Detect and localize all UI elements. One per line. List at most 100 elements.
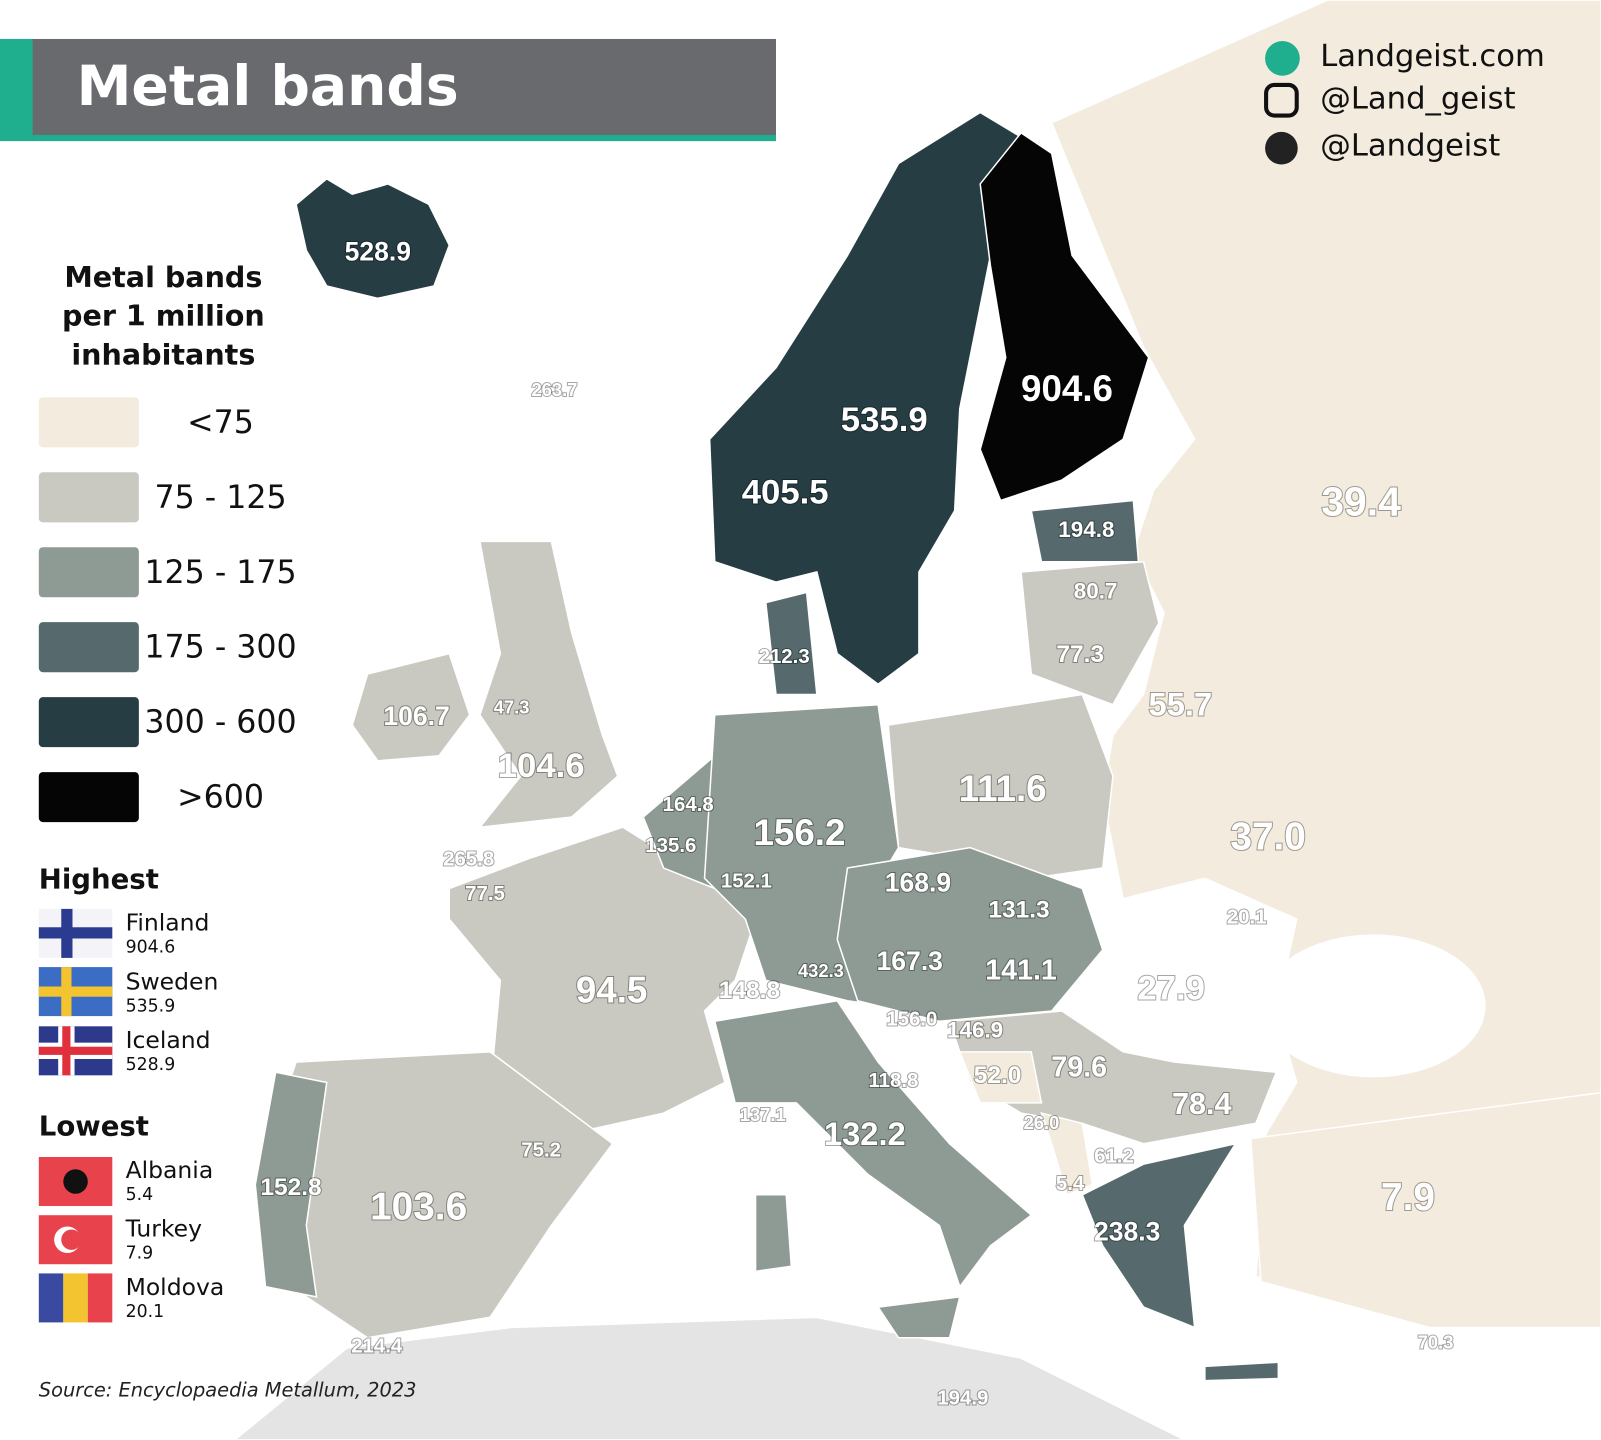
legend: Metal bands per 1 million inhabitants <7… bbox=[38, 260, 297, 823]
country-value: 104.6 bbox=[498, 747, 585, 785]
france bbox=[448, 826, 757, 1135]
country-value: 168.9 bbox=[885, 867, 951, 897]
country-value: 135.6 bbox=[645, 835, 696, 857]
country-value: 214.4 bbox=[351, 1335, 403, 1357]
legend-swatch bbox=[38, 547, 139, 598]
highest-title: Highest bbox=[39, 863, 159, 895]
country-value: 103.6 bbox=[370, 1185, 467, 1228]
title-background bbox=[0, 38, 776, 142]
country-value: 37.0 bbox=[1230, 816, 1305, 859]
legend-label: 300 - 600 bbox=[144, 705, 296, 741]
country-value: 132.2 bbox=[824, 1115, 906, 1152]
rank-country: Moldova bbox=[126, 1273, 225, 1301]
title-accent bbox=[0, 38, 33, 142]
country-value: 27.9 bbox=[1137, 970, 1205, 1008]
turkey bbox=[1249, 1091, 1601, 1329]
rank-value: 5.4 bbox=[126, 1185, 154, 1205]
country-value: 146.9 bbox=[947, 1017, 1003, 1042]
web-icon bbox=[1265, 41, 1300, 76]
flag-albania bbox=[38, 1157, 113, 1207]
rank-country: Finland bbox=[126, 909, 210, 937]
country-value: 156.2 bbox=[753, 812, 845, 853]
twitter: @Landgeist bbox=[1320, 129, 1500, 164]
rank-value: 904.6 bbox=[126, 938, 176, 958]
twitter-icon bbox=[1265, 131, 1298, 165]
legend-swatch bbox=[38, 697, 139, 748]
country-value: 111.6 bbox=[959, 768, 1047, 809]
rank-value: 535.9 bbox=[126, 996, 176, 1016]
greece bbox=[1081, 1142, 1238, 1329]
map-shapes bbox=[233, 0, 1601, 1440]
legend-swatch bbox=[38, 772, 139, 823]
legend-title: Metal bands bbox=[64, 260, 262, 294]
legend-title: inhabitants bbox=[71, 338, 255, 372]
legend-label: 75 - 125 bbox=[154, 480, 286, 516]
country-value: 39.4 bbox=[1321, 478, 1401, 524]
crete bbox=[1204, 1361, 1280, 1382]
country-value: 148.8 bbox=[719, 977, 780, 1004]
country-value: 106.7 bbox=[383, 701, 449, 731]
country-value: 79.6 bbox=[1051, 1052, 1107, 1084]
country-value: 61.2 bbox=[1094, 1145, 1134, 1167]
country-value: 535.9 bbox=[841, 401, 928, 439]
iceland bbox=[295, 177, 451, 300]
country-value: 432.3 bbox=[798, 960, 844, 981]
website: Landgeist.com bbox=[1320, 39, 1545, 74]
legend-label: >600 bbox=[177, 780, 264, 816]
latvia-lithuania bbox=[1020, 560, 1160, 706]
flag-moldova bbox=[38, 1273, 113, 1323]
albania-montenegro bbox=[1040, 1112, 1094, 1196]
country-value: 141.1 bbox=[985, 955, 1057, 987]
country-value: 164.8 bbox=[663, 794, 714, 816]
country-value: 238.3 bbox=[1094, 1217, 1160, 1247]
country-value: 80.7 bbox=[1074, 578, 1118, 603]
flag-finland bbox=[38, 908, 113, 958]
italy bbox=[713, 999, 1033, 1289]
black-sea bbox=[1260, 934, 1486, 1078]
country-value: 55.7 bbox=[1149, 685, 1213, 722]
britain bbox=[478, 540, 619, 829]
country-value: 26.0 bbox=[1024, 1112, 1060, 1133]
sicily bbox=[876, 1295, 961, 1339]
country-value: 152.8 bbox=[260, 1174, 321, 1201]
legend-title: per 1 million bbox=[62, 299, 265, 333]
country-value: 77.3 bbox=[1056, 641, 1104, 668]
sardinia bbox=[754, 1194, 793, 1273]
rank-country: Iceland bbox=[126, 1026, 211, 1054]
rank-country: Sweden bbox=[126, 967, 219, 995]
denmark bbox=[764, 591, 818, 696]
rank-value: 7.9 bbox=[126, 1243, 154, 1263]
country-value: 70.3 bbox=[1418, 1332, 1454, 1353]
instagram: @Land_geist bbox=[1320, 82, 1515, 117]
flag-turkey bbox=[38, 1215, 113, 1265]
finland bbox=[979, 131, 1150, 502]
scandinavia bbox=[708, 111, 1033, 686]
title: Metal bands bbox=[77, 55, 459, 119]
legend-label: 175 - 300 bbox=[144, 630, 296, 666]
country-value: 904.6 bbox=[1021, 368, 1113, 409]
country-value: 265.8 bbox=[443, 848, 494, 870]
country-value: 167.3 bbox=[877, 946, 943, 976]
lowest-title: Lowest bbox=[39, 1110, 149, 1142]
country-value: 75.2 bbox=[521, 1139, 561, 1161]
legend-swatch bbox=[38, 397, 139, 448]
rank-country: Albania bbox=[126, 1156, 214, 1184]
country-value: 156.0 bbox=[886, 1009, 937, 1031]
country-value: 137.1 bbox=[740, 1104, 786, 1125]
country-value: 118.8 bbox=[868, 1070, 918, 1092]
legend-swatch bbox=[38, 622, 139, 673]
legend-label: 125 - 175 bbox=[144, 555, 296, 591]
country-value: 47.3 bbox=[494, 697, 530, 718]
country-value: 7.9 bbox=[1381, 1176, 1435, 1219]
flag-iceland bbox=[38, 1026, 113, 1076]
instagram-icon bbox=[1264, 82, 1299, 118]
ireland bbox=[351, 652, 471, 762]
country-value: 405.5 bbox=[742, 474, 829, 512]
country-value: 152.1 bbox=[721, 871, 772, 893]
legend-label: <75 bbox=[187, 405, 254, 441]
source: Source: Encyclopaedia Metallum, 2023 bbox=[39, 1378, 417, 1401]
country-value: 77.5 bbox=[465, 883, 505, 905]
country-value: 263.7 bbox=[531, 379, 577, 400]
country-value: 94.5 bbox=[576, 969, 648, 1010]
